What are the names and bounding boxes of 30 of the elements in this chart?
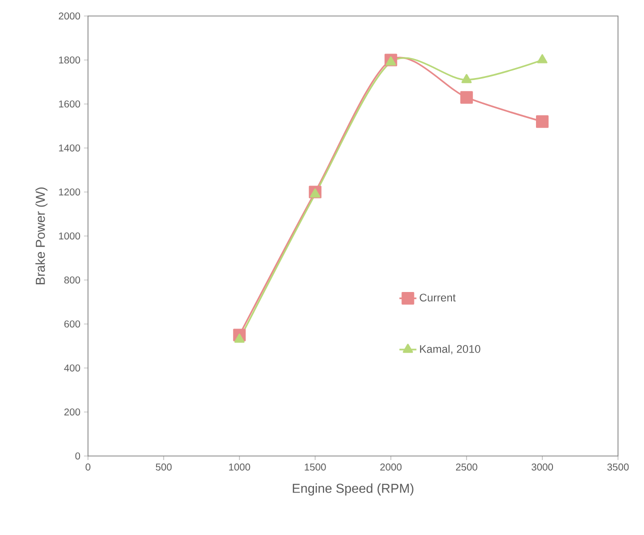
x-tick-label: 500 xyxy=(156,464,172,471)
y-tick-label: 400 xyxy=(64,364,80,372)
y-tick-label: 1600 xyxy=(59,100,80,108)
x-tick-label: 2500 xyxy=(456,464,478,471)
y-axis-title: Brake Power (W) xyxy=(35,188,48,284)
y-tick-label: 1400 xyxy=(59,144,80,152)
point xyxy=(386,56,396,66)
x-tick-label: 0 xyxy=(86,464,90,471)
legend-label: Current xyxy=(420,294,456,302)
y-tick-label: 800 xyxy=(64,276,80,284)
y-tick-label: 200 xyxy=(64,408,80,416)
x-axis-title: Engine Speed (RPM) xyxy=(292,483,414,496)
point xyxy=(461,74,472,84)
y-tick-label: 600 xyxy=(64,320,80,328)
point xyxy=(234,334,245,343)
point xyxy=(310,188,320,198)
y-tick-label: 1200 xyxy=(59,188,80,196)
point xyxy=(536,115,549,128)
y-tick-label: 0 xyxy=(75,452,80,460)
x-tick-label: 3500 xyxy=(607,464,629,471)
legend-label: Kamal, 2010 xyxy=(420,344,480,354)
x-tick-label: 1500 xyxy=(304,464,326,471)
y-tick-label: 2000 xyxy=(58,12,80,20)
x-tick-label: 3000 xyxy=(532,464,553,471)
point xyxy=(460,91,473,104)
y-tick-label: 1800 xyxy=(59,56,80,64)
point xyxy=(537,54,548,64)
x-tick-label: 1000 xyxy=(229,464,250,471)
y-tick-label: 1000 xyxy=(59,232,80,240)
x-tick-label: 2000 xyxy=(380,464,402,471)
